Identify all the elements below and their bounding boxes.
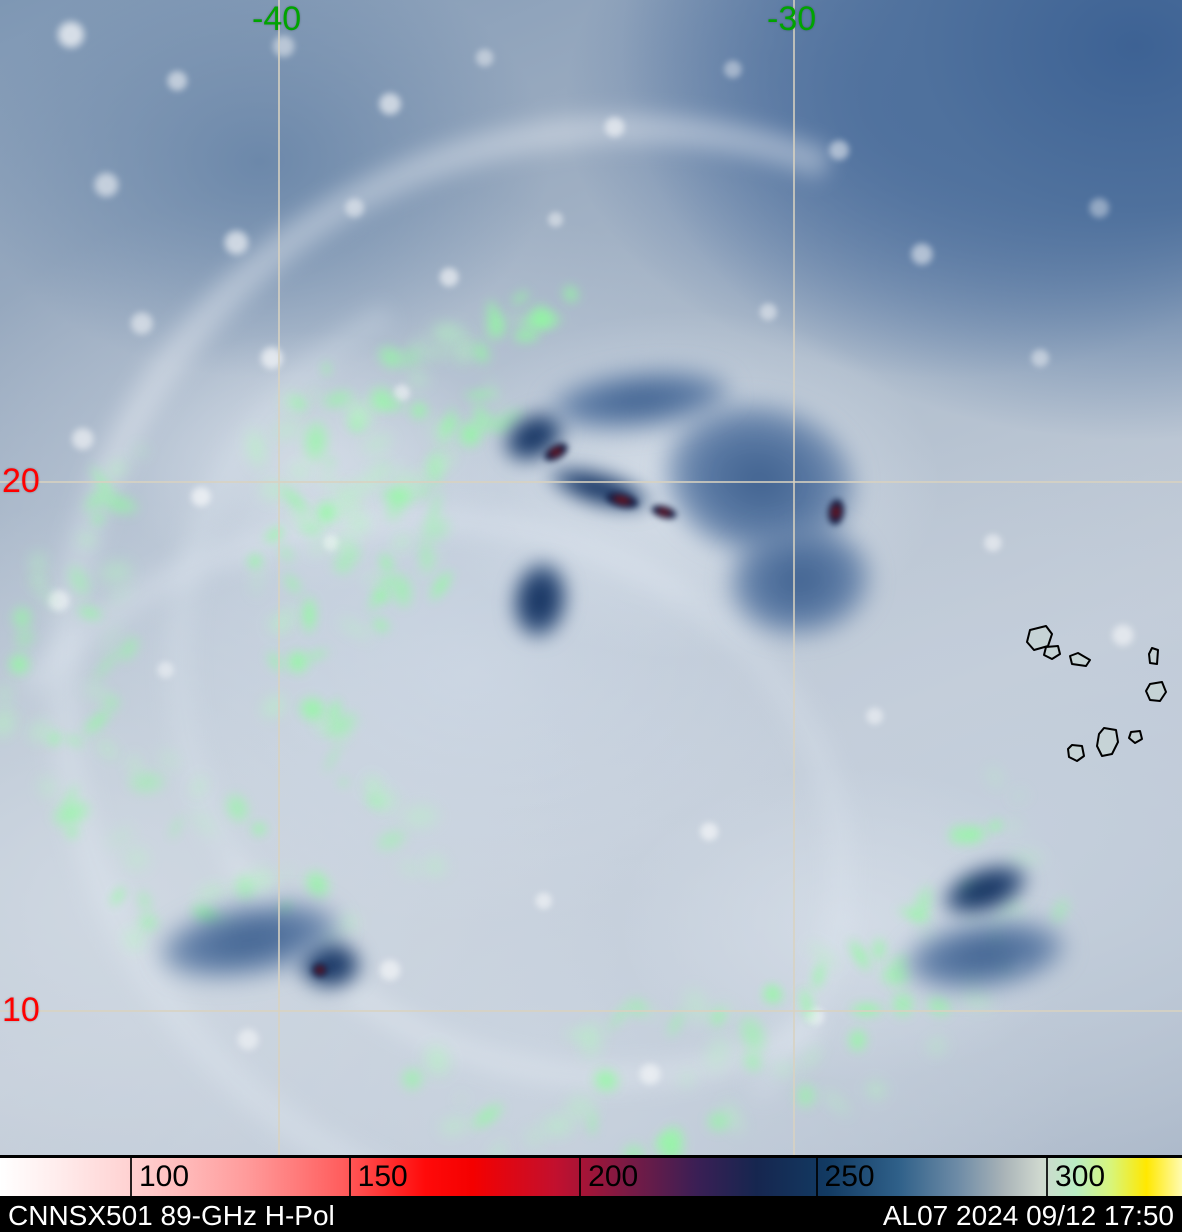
colorbar-tick-200 (579, 1158, 582, 1196)
colorbar-panel: 100 150 200 250 300 (0, 1155, 1182, 1199)
coastline-overlay (1026, 625, 1167, 762)
latitude-label-10: 10 (2, 991, 40, 1029)
longitude-label--40: -40 (252, 0, 302, 38)
island-santiago (1096, 727, 1119, 757)
convective-core-sw-core-red (312, 963, 328, 977)
colorbar-label-150: 150 (357, 1160, 408, 1193)
colorbar-tick-150 (348, 1158, 351, 1196)
gridline-latitude-1 (0, 1010, 1182, 1012)
gridline-longitude-1 (793, 0, 795, 1155)
latitude-label-20: 20 (2, 462, 40, 500)
island-maio (1128, 730, 1143, 744)
colorbar-label-100: 100 (138, 1160, 190, 1193)
colorbar-tick-250 (815, 1158, 818, 1196)
island-sao-vicente (1043, 645, 1061, 660)
colorbar-tick-300 (1046, 1158, 1049, 1196)
island-fogo (1067, 744, 1085, 762)
island-boa-vista (1145, 681, 1167, 702)
gridline-latitude-0 (0, 481, 1182, 483)
colorbar-tick-100 (130, 1158, 133, 1196)
colorbar-gradient[interactable]: 100 150 200 250 300 (0, 1158, 1182, 1196)
island-sao-nicolau (1069, 652, 1091, 667)
storm-timestamp-label: AL07 2024 09/12 17:50 (882, 1200, 1174, 1231)
island-sal (1148, 647, 1159, 665)
gridline-longitude-0 (278, 0, 280, 1155)
footer-bar: CNNSX501 89-GHz H-Pol AL07 2024 09/12 17… (0, 1199, 1182, 1232)
longitude-label--30: -30 (767, 0, 817, 38)
colorbar-label-250: 250 (824, 1160, 875, 1193)
colorbar-label-200: 200 (588, 1160, 639, 1193)
satellite-imagery-panel[interactable]: -40 -30 20 10 (0, 0, 1182, 1155)
colorbar-label-300: 300 (1055, 1160, 1106, 1193)
sensor-label: CNNSX501 89-GHz H-Pol (8, 1200, 335, 1231)
